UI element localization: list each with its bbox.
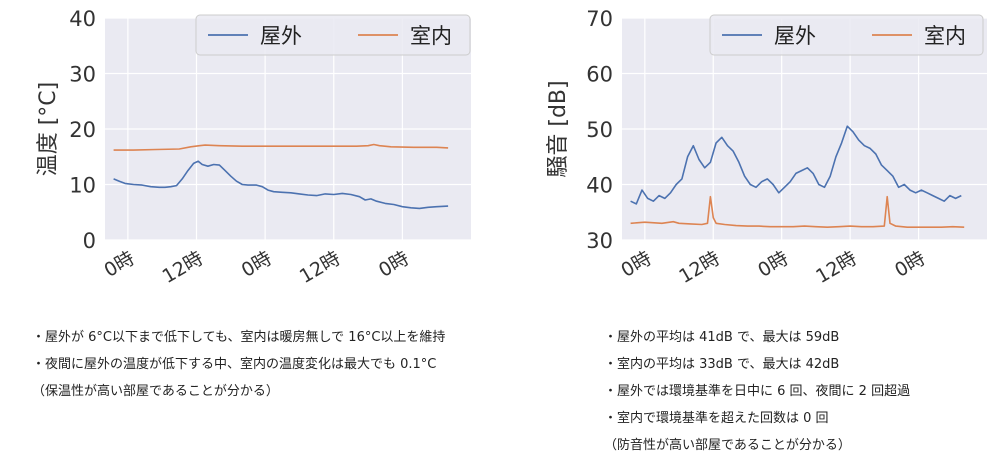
legend-label: 屋外	[774, 24, 816, 48]
legend: 屋外 室内	[709, 14, 984, 56]
x-tick-label: 0時	[891, 247, 929, 282]
y-tick-label: 40	[69, 7, 96, 31]
x-tick-label: 0時	[617, 247, 655, 282]
series-line-outdoor	[113, 160, 449, 210]
y-axis-label: 騒音 [dB]	[546, 80, 571, 177]
legend-label: 室内	[924, 24, 966, 48]
note-line: ・屋外が 6°C以下まで低下しても、室内は暖房無しで 16°C以上を維持	[32, 330, 446, 345]
legend-box	[709, 14, 984, 56]
note-line: ・室内の平均は 33dB で、最大は 42dB	[604, 357, 840, 372]
note-line: ・夜間に屋外の温度が低下する中、室内の温度変化は最大でも 0.1°C	[32, 357, 437, 372]
legend-label: 屋外	[260, 24, 302, 48]
legend-box	[195, 14, 471, 56]
note-line: ・室内で環境基準を超えた回数は 0 回	[604, 411, 829, 426]
x-tick-label: 0時	[238, 247, 276, 282]
legend: 屋外 室内	[195, 14, 471, 56]
note-line: （保温性が高い部屋であることが分かる）	[32, 384, 279, 399]
series-line-indoor	[113, 143, 449, 151]
x-tick-label: 0時	[754, 247, 792, 282]
y-tick-label: 30	[586, 229, 613, 253]
x-tick-label: 12時	[159, 247, 207, 288]
x-tick-label: 12時	[812, 247, 860, 288]
series-line-indoor	[630, 195, 965, 228]
series-line-outdoor	[630, 125, 962, 205]
noise-notes: ・屋外の平均は 41dB で、最大は 59dB ・室内の平均は 33dB で、最…	[604, 331, 910, 466]
legend-label: 室内	[410, 24, 452, 48]
note-line: （防音性が高い部屋であることが分かる）	[604, 438, 851, 453]
temperature-notes: ・屋外が 6°C以下まで低下しても、室内は暖房無しで 16°C以上を維持 ・夜間…	[32, 331, 445, 412]
x-tick-label: 0時	[100, 247, 138, 282]
x-tick-label: 12時	[296, 247, 344, 288]
y-tick-label: 30	[69, 63, 96, 87]
y-tick-label: 20	[69, 118, 96, 142]
y-tick-label: 0	[83, 229, 96, 253]
y-tick-label: 40	[586, 174, 613, 198]
x-tick-label: 12時	[675, 247, 723, 288]
y-tick-label: 50	[586, 118, 613, 142]
note-line: ・屋外では環境基準を日中に 6 回、夜間に 2 回超過	[604, 384, 911, 399]
y-axis-label: 温度 [°C]	[36, 82, 61, 177]
note-line: ・屋外の平均は 41dB で、最大は 59dB	[604, 330, 840, 345]
y-tick-label: 60	[586, 63, 613, 87]
y-tick-label: 10	[69, 174, 96, 198]
y-tick-label: 70	[586, 7, 613, 31]
x-tick-label: 0時	[375, 247, 413, 282]
